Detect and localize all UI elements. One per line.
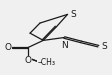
- Text: O: O: [4, 43, 11, 52]
- Text: O: O: [4, 43, 11, 52]
- Text: –CH₃: –CH₃: [37, 58, 55, 67]
- Text: O: O: [24, 56, 31, 65]
- Text: N: N: [60, 41, 67, 50]
- Text: S: S: [70, 10, 76, 19]
- Text: S: S: [101, 42, 107, 51]
- Text: S: S: [70, 10, 76, 19]
- Text: S: S: [101, 42, 107, 51]
- Text: O: O: [24, 56, 31, 65]
- Text: –CH₃: –CH₃: [37, 58, 55, 67]
- Text: N: N: [60, 41, 67, 50]
